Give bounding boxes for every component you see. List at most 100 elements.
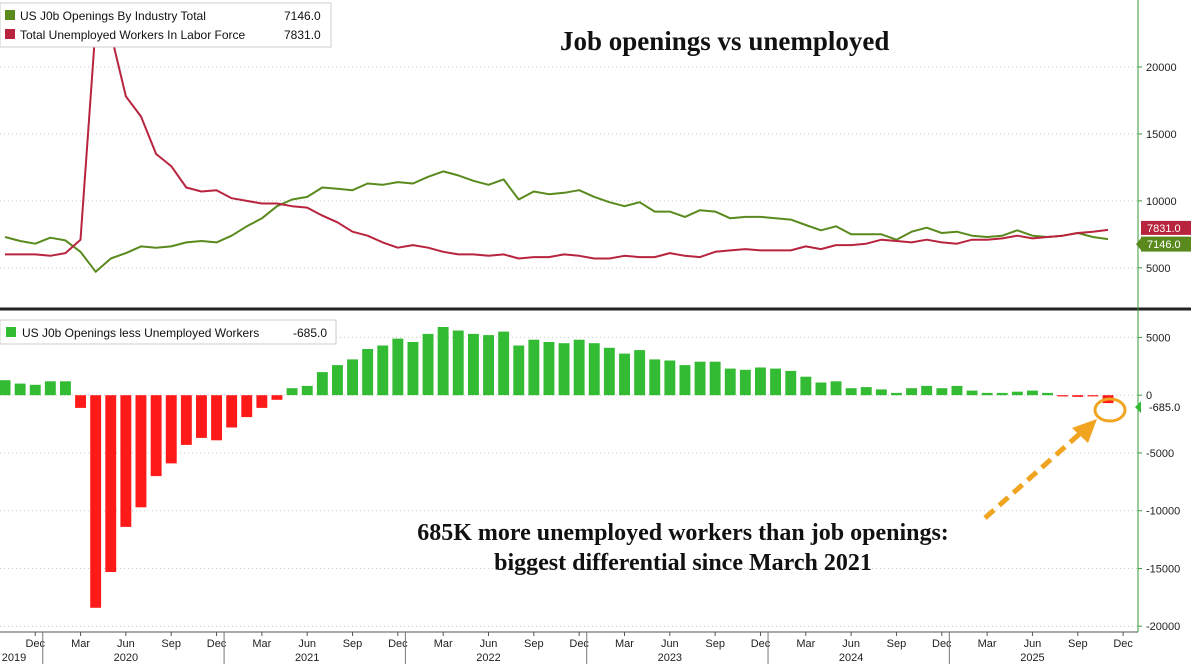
legend-label-job-openings: US J0b Openings By Industry Total	[20, 9, 206, 23]
top-y-tick-label: 20000	[1146, 62, 1177, 74]
differential-bar	[921, 385, 933, 396]
legend-value-job-openings: 7146.0	[284, 9, 321, 23]
x-tick-label: Dec	[388, 638, 408, 650]
year-label: 2022	[476, 652, 500, 664]
year-label: 2020	[114, 652, 138, 664]
top-panel-series	[4, 24, 1109, 273]
legend-value-unemployed: 7831.0	[284, 28, 321, 42]
differential-bar	[468, 333, 479, 396]
annotation-line-2: biggest differential since March 2021	[494, 550, 872, 576]
differential-bar	[165, 395, 177, 464]
year-label: 2025	[1020, 652, 1044, 664]
differential-bar	[724, 368, 736, 396]
x-tick-label: Jun	[117, 638, 135, 650]
x-tick-label: Mar	[71, 638, 90, 650]
differential-bar	[1072, 395, 1084, 397]
differential-bar	[241, 395, 253, 418]
differential-bar	[694, 361, 706, 396]
differential-bar	[891, 392, 902, 396]
x-tick-label: Sep	[887, 638, 907, 650]
differential-bar	[377, 345, 389, 396]
legend-swatch-unemployed	[5, 29, 15, 39]
differential-bar	[483, 335, 494, 396]
bottom-y-tick-label: -20000	[1146, 621, 1180, 633]
differential-bar	[75, 395, 86, 408]
differential-bar	[196, 395, 207, 438]
differential-bar	[437, 327, 449, 396]
differential-bar	[770, 368, 781, 396]
x-tick-label: Sep	[705, 638, 725, 650]
differential-bar	[981, 392, 993, 396]
differential-bar	[301, 385, 313, 396]
differential-bar	[996, 392, 1008, 396]
differential-bar	[44, 381, 56, 396]
top-y-tick-label: 5000	[1146, 263, 1170, 275]
annotation-line-1: 685K more unemployed workers than job op…	[417, 520, 949, 546]
differential-value-tag	[1141, 399, 1191, 415]
unemployed-value-tag-text: 7831.0	[1147, 223, 1181, 235]
differential-bar	[543, 342, 555, 396]
top-legend: US J0b Openings By Industry Total 7146.0…	[0, 2, 332, 48]
differential-bar	[150, 395, 162, 477]
x-tick-label: Mar	[252, 638, 271, 650]
differential-bar	[286, 388, 298, 396]
differential-bar	[362, 349, 374, 396]
annotation-arrow-head	[1072, 419, 1097, 443]
differential-bar	[830, 381, 842, 396]
x-tick-label: Mar	[978, 638, 997, 650]
differential-bar	[0, 380, 11, 396]
highlight-circle	[1093, 397, 1127, 423]
top-panel-gridlines: 5000 10000 15000 20000	[0, 62, 1177, 275]
differential-bar	[392, 338, 404, 396]
differential-bar	[860, 387, 872, 396]
differential-bar	[679, 365, 691, 396]
annotation: 685K more unemployed workers than job op…	[417, 397, 1127, 576]
unemployed-value-tag	[1141, 220, 1191, 235]
year-label: 2019	[2, 652, 26, 664]
x-tick-label: Sep	[524, 638, 544, 650]
differential-bar	[14, 383, 26, 396]
differential-bar	[709, 361, 721, 396]
differential-bar	[1042, 392, 1053, 396]
differential-bar	[755, 367, 766, 396]
differential-bar	[619, 353, 630, 396]
job-openings-line	[4, 170, 1109, 273]
x-tick-label: Sep	[1068, 638, 1088, 650]
differential-bar	[815, 382, 827, 396]
legend-label-differential: US J0b Openings less Unemployed Workers	[22, 326, 259, 340]
x-tick-label: Mar	[434, 638, 453, 650]
differential-bar	[347, 359, 358, 396]
differential-bar	[664, 360, 676, 396]
value-tags: 7831.0 7146.0 -685.0	[1141, 220, 1191, 415]
job-openings-value-tag	[1141, 236, 1191, 252]
x-tick-label: Dec	[1113, 638, 1133, 650]
x-tick-label: Jun	[480, 638, 498, 650]
differential-bar	[558, 343, 570, 396]
differential-bar	[573, 339, 585, 396]
differential-bar	[528, 339, 540, 396]
differential-bar	[256, 395, 268, 408]
x-tick-label: Jun	[1024, 638, 1042, 650]
differential-bar	[211, 395, 222, 441]
differential-bar	[452, 330, 464, 396]
bottom-y-tick-label: -15000	[1146, 563, 1180, 575]
x-tick-label: Dec	[751, 638, 771, 650]
differential-bar	[649, 359, 661, 396]
differential-bar	[316, 372, 328, 396]
bottom-y-tick-label: -5000	[1146, 448, 1174, 460]
annotation-arrow-line	[983, 428, 1086, 520]
unemployed-line	[5, 24, 1109, 260]
differential-bar	[966, 390, 978, 396]
legend-swatch-job-openings	[5, 10, 15, 20]
differential-bar	[1027, 390, 1038, 396]
differential-bar	[634, 350, 646, 396]
legend-value-differential: -685.0	[293, 326, 327, 340]
differential-bar	[271, 395, 283, 400]
differential-bar	[407, 342, 419, 396]
x-tick-label: Jun	[661, 638, 679, 650]
differential-bar	[120, 395, 132, 527]
differential-tag-pointer	[1135, 401, 1141, 414]
x-tick-label: Dec	[569, 638, 589, 650]
chart-title: Job openings vs unemployed	[560, 26, 889, 56]
